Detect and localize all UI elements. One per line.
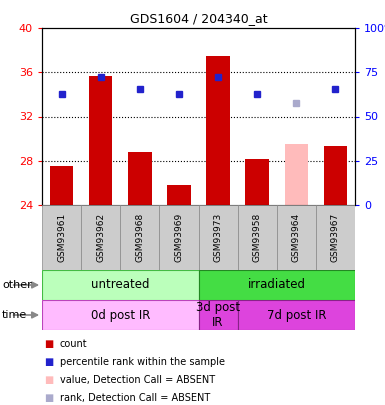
Text: percentile rank within the sample: percentile rank within the sample — [60, 357, 225, 367]
Text: GSM93964: GSM93964 — [292, 213, 301, 262]
Bar — [42, 270, 199, 300]
Bar — [128, 152, 152, 205]
Bar — [277, 205, 316, 270]
Text: 7d post IR: 7d post IR — [266, 309, 326, 322]
Text: GSM93958: GSM93958 — [253, 213, 262, 262]
Text: GSM93973: GSM93973 — [214, 213, 223, 262]
Bar — [42, 300, 199, 330]
Text: time: time — [2, 310, 27, 320]
Bar — [238, 205, 277, 270]
Bar — [285, 144, 308, 205]
Bar — [167, 185, 191, 205]
Text: 3d post
IR: 3d post IR — [196, 301, 240, 329]
Bar — [50, 166, 73, 205]
Text: ■: ■ — [44, 339, 54, 349]
Bar — [159, 205, 199, 270]
Text: GSM93969: GSM93969 — [174, 213, 183, 262]
Text: other: other — [2, 280, 32, 290]
Bar — [120, 205, 159, 270]
Bar — [238, 300, 355, 330]
Text: count: count — [60, 339, 87, 349]
Title: GDS1604 / 204340_at: GDS1604 / 204340_at — [130, 13, 267, 26]
Text: ■: ■ — [44, 393, 54, 403]
Text: ■: ■ — [44, 357, 54, 367]
Text: GSM93967: GSM93967 — [331, 213, 340, 262]
Bar — [324, 146, 347, 205]
Bar — [89, 76, 112, 205]
Text: GSM93961: GSM93961 — [57, 213, 66, 262]
Bar — [316, 205, 355, 270]
Bar — [199, 300, 238, 330]
Text: rank, Detection Call = ABSENT: rank, Detection Call = ABSENT — [60, 393, 210, 403]
Bar — [246, 158, 269, 205]
Text: irradiated: irradiated — [248, 279, 306, 292]
Text: ■: ■ — [44, 375, 54, 385]
Bar — [81, 205, 120, 270]
Text: GSM93968: GSM93968 — [135, 213, 144, 262]
Bar — [206, 55, 230, 205]
Bar — [42, 205, 81, 270]
Text: 0d post IR: 0d post IR — [90, 309, 150, 322]
Bar — [199, 205, 238, 270]
Bar — [199, 270, 355, 300]
Text: untreated: untreated — [91, 279, 149, 292]
Text: value, Detection Call = ABSENT: value, Detection Call = ABSENT — [60, 375, 215, 385]
Text: GSM93962: GSM93962 — [96, 213, 105, 262]
